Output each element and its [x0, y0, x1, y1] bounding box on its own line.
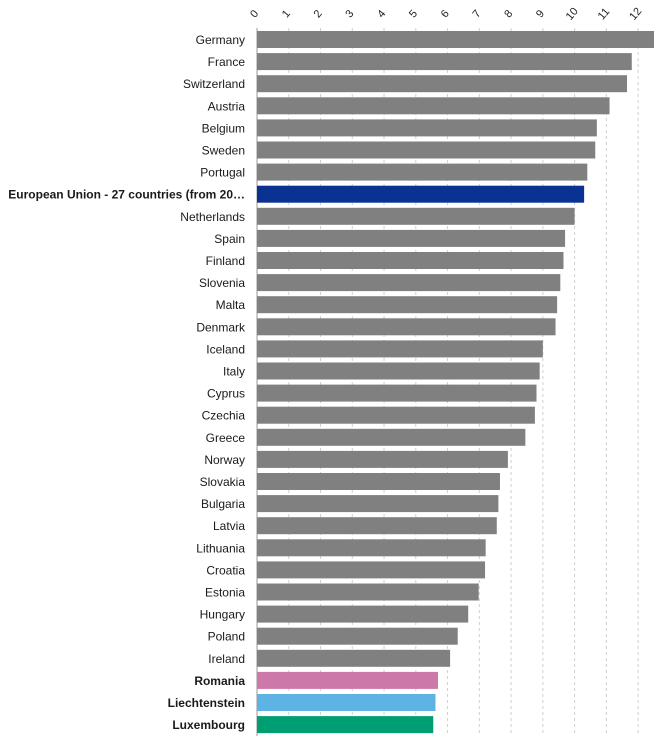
category-label: Bulgaria [201, 497, 245, 511]
category-label: Lithuania [196, 541, 245, 555]
x-tick-label: 11 [596, 6, 613, 22]
bar[interactable] [257, 384, 537, 402]
category-label: Slovenia [199, 276, 245, 290]
bar[interactable] [257, 583, 479, 601]
x-tick-label: 4 [375, 8, 388, 20]
bar[interactable] [257, 671, 439, 689]
bar[interactable] [257, 539, 486, 557]
category-label: Germany [196, 33, 245, 47]
bar[interactable] [257, 450, 508, 468]
bar[interactable] [257, 31, 654, 48]
x-tick-label: 6 [439, 8, 452, 20]
category-label: Austria [208, 99, 246, 113]
bar[interactable] [257, 141, 596, 159]
x-tick-label: 1 [280, 8, 293, 20]
bar[interactable] [257, 649, 451, 667]
bar[interactable] [257, 207, 575, 225]
bar[interactable] [257, 53, 632, 71]
category-label: Norway [204, 453, 245, 467]
bar[interactable] [257, 716, 434, 734]
bar[interactable] [257, 495, 499, 513]
category-label: Denmark [196, 320, 246, 334]
category-label: Croatia [206, 563, 245, 577]
category-label: Hungary [200, 608, 245, 622]
category-label: Estonia [205, 586, 245, 600]
category-label: Slovakia [200, 475, 246, 489]
category-label: Luxembourg [172, 718, 245, 732]
bar[interactable] [257, 340, 543, 358]
category-label: Sweden [202, 144, 245, 158]
category-label: Belgium [202, 121, 245, 135]
category-label: France [208, 55, 246, 69]
category-label: Cyprus [207, 387, 245, 401]
category-label: Romania [194, 674, 245, 688]
bar[interactable] [257, 185, 585, 203]
x-tick-label: 2 [312, 8, 325, 20]
bar[interactable] [257, 97, 610, 115]
bar[interactable] [257, 406, 535, 424]
category-label: Switzerland [183, 77, 245, 91]
category-label: Spain [214, 232, 245, 246]
x-tick-label: 3 [343, 8, 356, 20]
bar[interactable] [257, 252, 564, 269]
bar[interactable] [257, 274, 561, 292]
bar[interactable] [257, 119, 597, 137]
x-tick-label: 0 [248, 8, 261, 20]
category-label: Italy [223, 365, 245, 379]
bar[interactable] [257, 318, 556, 336]
category-label: Greece [206, 431, 246, 445]
bar[interactable] [257, 163, 588, 181]
x-tick-label: 7 [470, 8, 483, 20]
bar[interactable] [257, 517, 497, 535]
bar[interactable] [257, 694, 436, 711]
bar[interactable] [257, 75, 628, 93]
x-tick-label: 10 [564, 6, 581, 23]
x-axis-ticks: 0 1 2 3 4 5 6 7 8 9 10 11 12 [248, 6, 644, 23]
category-labels: Germany France Switzerland Austria Belgium Sw… [8, 33, 246, 732]
category-label: Iceland [206, 342, 245, 356]
bar[interactable] [257, 561, 486, 579]
category-label: European Union - 27 countries (from 20… [8, 188, 245, 202]
category-label: Czechia [202, 409, 246, 423]
bar[interactable] [257, 296, 558, 314]
bar[interactable] [257, 473, 500, 490]
x-tick-label: 8 [502, 8, 515, 20]
bar[interactable] [257, 362, 540, 380]
category-label: Malta [216, 298, 246, 312]
category-label: Poland [208, 630, 245, 644]
bar[interactable] [257, 627, 458, 645]
category-label: Liechtenstein [168, 696, 245, 710]
category-label: Ireland [208, 652, 245, 666]
category-label: Latvia [213, 519, 245, 533]
category-label: Netherlands [180, 210, 245, 224]
bars [257, 31, 654, 734]
x-tick-label: 12 [627, 6, 644, 23]
bar[interactable] [257, 428, 526, 446]
x-tick-label: 9 [534, 8, 547, 20]
x-tick-label: 5 [407, 8, 420, 20]
bar[interactable] [257, 605, 469, 623]
bar[interactable] [257, 229, 566, 247]
category-label: Portugal [200, 166, 245, 180]
category-label: Finland [206, 254, 245, 268]
